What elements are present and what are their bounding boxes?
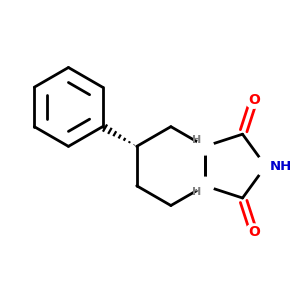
Text: H: H	[192, 187, 202, 197]
Circle shape	[245, 91, 262, 108]
Text: NH: NH	[270, 160, 292, 172]
Circle shape	[196, 177, 214, 194]
Circle shape	[196, 138, 214, 155]
Text: O: O	[248, 226, 260, 239]
Circle shape	[255, 156, 276, 176]
Text: O: O	[248, 93, 260, 107]
Circle shape	[245, 224, 262, 241]
Text: H: H	[192, 135, 202, 145]
